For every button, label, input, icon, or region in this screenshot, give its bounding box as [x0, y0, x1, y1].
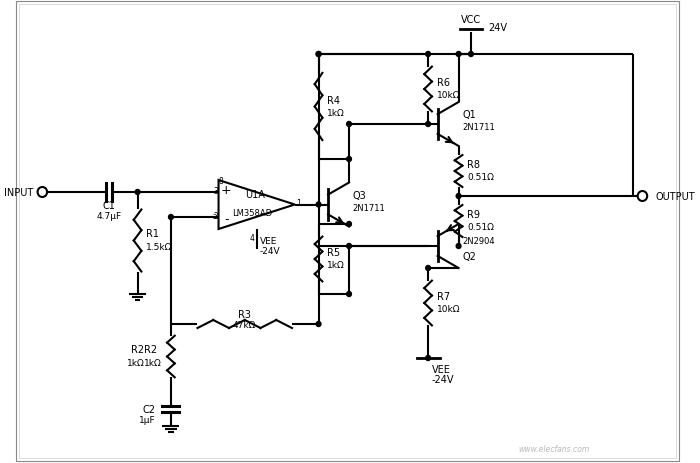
Text: 8: 8 — [218, 177, 223, 186]
Circle shape — [316, 322, 321, 327]
Text: 10kΩ: 10kΩ — [437, 305, 460, 314]
Text: 2N2904: 2N2904 — [463, 237, 495, 246]
Circle shape — [426, 266, 430, 271]
Circle shape — [316, 52, 321, 57]
Text: U1A: U1A — [245, 190, 265, 200]
Circle shape — [456, 52, 461, 57]
Text: R2: R2 — [131, 345, 144, 355]
Text: 24V: 24V — [488, 23, 507, 33]
Circle shape — [456, 244, 461, 249]
Text: 1kΩ: 1kΩ — [127, 358, 144, 367]
Text: LM358AD: LM358AD — [232, 208, 272, 218]
Text: INPUT: INPUT — [4, 188, 33, 198]
Circle shape — [426, 52, 430, 57]
Text: 2: 2 — [213, 213, 217, 219]
Text: R8: R8 — [467, 160, 480, 169]
Text: -24V: -24V — [432, 374, 454, 384]
Circle shape — [346, 244, 351, 249]
Circle shape — [468, 52, 473, 57]
Text: VEE: VEE — [260, 237, 277, 246]
Text: 47kΩ: 47kΩ — [233, 320, 256, 329]
Text: VCC: VCC — [461, 15, 481, 25]
Circle shape — [346, 157, 351, 162]
Text: R4: R4 — [327, 95, 340, 105]
Text: C2: C2 — [143, 404, 155, 414]
Text: -24V: -24V — [260, 247, 280, 256]
Text: C1: C1 — [103, 200, 116, 211]
Text: -: - — [224, 213, 228, 226]
Circle shape — [346, 292, 351, 297]
Circle shape — [135, 190, 140, 195]
Text: 1μF: 1μF — [139, 416, 155, 425]
Text: OUTPUT: OUTPUT — [656, 192, 695, 201]
Text: 4: 4 — [250, 234, 255, 243]
Text: VEE: VEE — [432, 364, 451, 374]
Text: R5: R5 — [327, 247, 340, 257]
Text: 0.51Ω: 0.51Ω — [467, 223, 494, 232]
Circle shape — [426, 356, 430, 361]
Text: R3: R3 — [238, 309, 251, 319]
Text: 1kΩ: 1kΩ — [144, 358, 162, 367]
Text: 2N1711: 2N1711 — [463, 123, 495, 132]
Circle shape — [426, 122, 430, 127]
Text: 4.7μF: 4.7μF — [97, 212, 122, 221]
Circle shape — [169, 215, 174, 220]
Circle shape — [316, 203, 321, 207]
Text: R6: R6 — [437, 78, 449, 88]
Text: 2: 2 — [214, 212, 218, 221]
Text: R7: R7 — [437, 291, 450, 301]
Text: Q3: Q3 — [353, 190, 367, 200]
Circle shape — [346, 122, 351, 127]
Text: +: + — [221, 184, 232, 197]
Text: www.elecfans.com: www.elecfans.com — [519, 444, 590, 454]
Text: 1kΩ: 1kΩ — [327, 109, 345, 118]
Text: 0.51Ω: 0.51Ω — [467, 173, 494, 182]
Text: 1: 1 — [297, 199, 302, 207]
Circle shape — [456, 194, 461, 199]
Text: Q1: Q1 — [463, 110, 476, 120]
Text: Q2: Q2 — [463, 251, 476, 262]
Text: R9: R9 — [467, 210, 480, 219]
Text: 1kΩ: 1kΩ — [327, 261, 345, 270]
Text: 1.5kΩ: 1.5kΩ — [146, 243, 172, 251]
Circle shape — [316, 52, 321, 57]
Text: 10kΩ: 10kΩ — [437, 91, 460, 100]
Text: R1: R1 — [146, 229, 159, 239]
Text: 2N1711: 2N1711 — [353, 204, 386, 213]
Text: R2: R2 — [144, 345, 158, 355]
Circle shape — [346, 222, 351, 227]
Text: 3: 3 — [214, 187, 218, 196]
